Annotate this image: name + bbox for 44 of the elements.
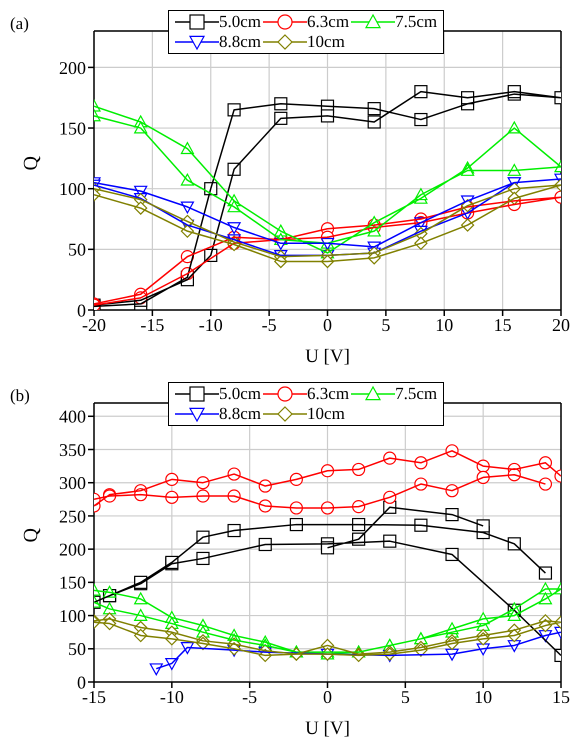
x-axis-title: U [V] bbox=[305, 346, 350, 367]
legend-label: 6.3cm bbox=[307, 384, 350, 404]
y-tick-label: 400 bbox=[59, 406, 86, 427]
y-tick-label: 100 bbox=[59, 606, 86, 626]
y-tick-label: 250 bbox=[59, 506, 86, 526]
legend-label: 7.5cm bbox=[395, 384, 438, 404]
x-tick-label: 20 bbox=[552, 314, 570, 335]
y-tick-label: 200 bbox=[59, 58, 86, 78]
y-axis-title: Q bbox=[20, 528, 42, 542]
y-tick-label: 100 bbox=[59, 179, 86, 200]
x-tick-label: -15 bbox=[140, 314, 164, 335]
x-tick-label: 0 bbox=[323, 314, 332, 335]
legend-label: 5.0cm bbox=[219, 12, 262, 32]
x-tick-label: -10 bbox=[198, 314, 223, 335]
x-tick-label: 5 bbox=[400, 686, 410, 707]
y-tick-label: 0 bbox=[77, 300, 86, 320]
y-axis-title: Q bbox=[20, 156, 42, 170]
y-tick-label: 50 bbox=[68, 639, 86, 660]
x-tick-label: 10 bbox=[435, 314, 454, 335]
y-tick-label: 150 bbox=[59, 118, 86, 138]
y-tick-label: 0 bbox=[77, 672, 86, 692]
x-tick-label: 5 bbox=[381, 314, 390, 335]
legend-label: 7.5cm bbox=[395, 12, 438, 32]
y-tick-label: 50 bbox=[68, 240, 86, 260]
y-tick-label: 350 bbox=[59, 440, 86, 460]
legend-label: 10cm bbox=[307, 404, 345, 424]
y-tick-label: 300 bbox=[59, 473, 86, 494]
legend-label: 8.8cm bbox=[219, 32, 262, 52]
x-tick-label: 15 bbox=[552, 686, 570, 707]
x-tick-label: -5 bbox=[242, 686, 258, 707]
legend-label: 6.3cm bbox=[307, 12, 350, 32]
chart-title: (b) bbox=[10, 386, 30, 406]
legend-label: 5.0cm bbox=[219, 384, 262, 404]
x-tick-label: 15 bbox=[494, 314, 512, 335]
x-tick-label: 0 bbox=[323, 686, 332, 707]
x-tick-label: -5 bbox=[262, 314, 277, 335]
y-tick-label: 200 bbox=[59, 540, 86, 560]
legend-label: 8.8cm bbox=[219, 404, 262, 424]
y-tick-label: 150 bbox=[59, 572, 86, 593]
x-tick-label: 10 bbox=[474, 686, 492, 707]
x-axis-title: U [V] bbox=[305, 718, 350, 739]
legend-label: 10cm bbox=[307, 32, 345, 52]
chart-title: (a) bbox=[10, 14, 29, 34]
x-tick-label: -10 bbox=[160, 686, 184, 707]
